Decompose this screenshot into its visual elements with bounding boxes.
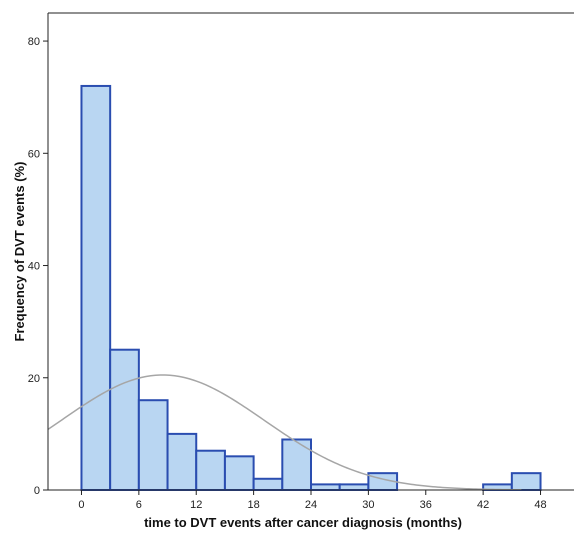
histogram-bar [338,483,370,492]
y-tick-label: 40 [28,261,40,273]
x-axis-title: time to DVT events after cancer diagnosi… [144,515,462,530]
histogram-bar [510,472,542,491]
histogram-bar [80,84,112,491]
x-tick-label: 18 [247,499,259,511]
normal-distribution-curve [47,374,522,491]
x-tick-label: 12 [190,499,202,511]
histogram-bar [195,449,226,492]
y-tick-label: 0 [34,485,40,497]
histogram-bar [137,399,169,491]
x-tick-label: 24 [305,499,317,511]
bars-group [80,84,542,492]
x-tick-label: 6 [136,499,142,511]
y-tick-label: 60 [28,148,40,160]
histogram-bar [281,438,312,491]
x-tick-label: 48 [534,499,546,511]
x-tick-label: 36 [420,499,432,511]
y-axis-ticks: 0 20 40 60 80 [28,36,48,497]
x-axis-ticks: 0 6 12 18 24 30 36 42 48 [78,490,547,511]
histogram-bar [223,455,255,491]
x-tick-label: 30 [362,499,374,511]
y-tick-label: 20 [28,373,40,385]
x-tick-label: 0 [78,499,84,511]
histogram-bar [310,483,341,492]
y-axis-title: Frequency of DVT events (%) [12,162,27,342]
histogram-bar [252,477,284,491]
histogram-bar [166,432,198,491]
y-tick-label: 80 [28,36,40,48]
x-tick-label: 42 [477,499,489,511]
histogram-bar [109,348,140,491]
